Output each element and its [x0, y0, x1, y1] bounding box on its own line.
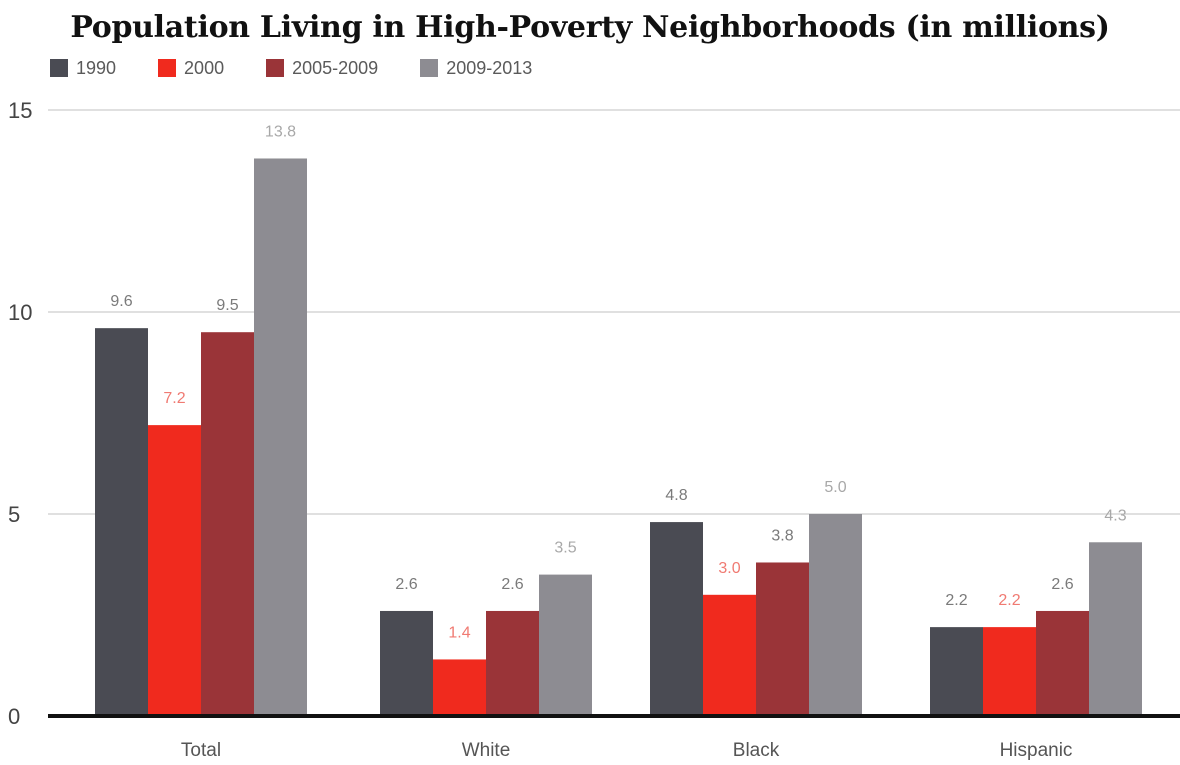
data-label: 2.6 [1051, 576, 1073, 593]
bar [254, 158, 307, 717]
category-label: Black [733, 740, 780, 761]
y-tick-label: 0 [8, 704, 20, 729]
legend-item: 2005-2009 [266, 58, 378, 79]
legend-item: 2009-2013 [420, 58, 532, 79]
bar [930, 627, 983, 716]
bar [703, 594, 756, 716]
bar [148, 425, 201, 716]
data-label: 3.0 [718, 560, 740, 577]
bar [756, 562, 809, 716]
data-label: 3.5 [554, 540, 576, 557]
data-label: 13.8 [265, 123, 296, 140]
legend-label: 2000 [184, 57, 225, 78]
bar [1036, 610, 1089, 716]
legend-label: 1990 [76, 57, 117, 78]
y-tick-label: 10 [8, 300, 32, 325]
legend-swatch [420, 59, 439, 77]
bar [486, 610, 539, 716]
data-label: 2.2 [998, 592, 1020, 609]
bar [650, 522, 703, 716]
legend-swatch [158, 59, 177, 77]
bar [983, 627, 1036, 716]
bar [1089, 542, 1142, 716]
legend-item: 1990 [50, 58, 116, 79]
data-label: 4.3 [1104, 507, 1126, 524]
data-label: 4.8 [665, 487, 687, 504]
data-label: 2.2 [945, 592, 967, 609]
bar [201, 332, 254, 716]
chart-legend: 1990 2000 2005-2009 2009-2013 [50, 56, 574, 80]
legend-swatch [50, 59, 68, 77]
legend-label: 2009-2013 [446, 57, 533, 78]
legend-swatch [266, 59, 285, 77]
data-label: 3.8 [771, 527, 793, 544]
data-label: 5.0 [824, 479, 846, 496]
data-label: 2.6 [395, 576, 417, 593]
data-label: 9.6 [110, 293, 132, 310]
bar [809, 514, 862, 716]
data-label: 9.5 [216, 297, 238, 314]
category-label: Total [181, 740, 221, 761]
chart-title: Population Living in High-Poverty Neighb… [70, 10, 1110, 45]
category-label: Hispanic [1000, 740, 1073, 761]
data-label: 1.4 [448, 624, 470, 641]
bar [539, 574, 592, 716]
bar [433, 659, 486, 716]
y-tick-label: 15 [8, 98, 32, 123]
bar [380, 610, 433, 716]
category-label: White [462, 740, 511, 761]
data-label: 2.6 [501, 576, 523, 593]
bar [95, 328, 148, 716]
legend-label: 2005-2009 [292, 57, 379, 78]
data-label: 7.2 [163, 390, 185, 407]
y-tick-label: 5 [8, 502, 20, 527]
legend-item: 2000 [158, 58, 224, 79]
